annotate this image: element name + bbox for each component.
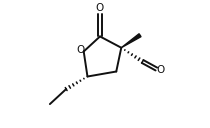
Text: O: O [76,45,84,55]
Text: O: O [96,3,104,13]
Text: O: O [156,65,164,75]
Polygon shape [121,34,141,48]
